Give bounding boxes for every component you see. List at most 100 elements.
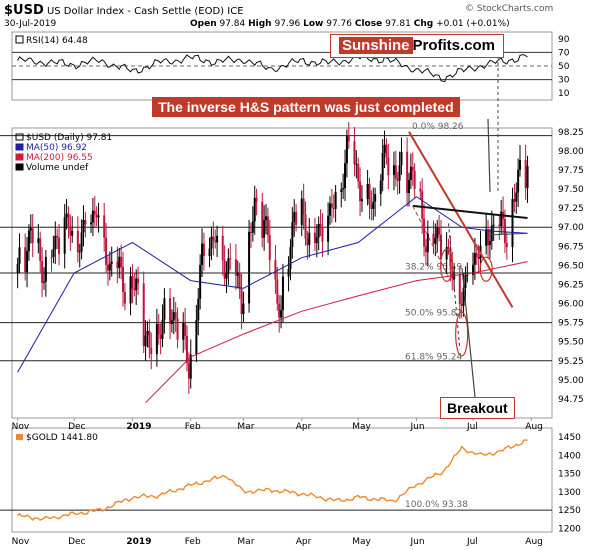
price-y-tick-label: 95.75 (558, 319, 584, 329)
candle-body (411, 166, 414, 171)
candle-body (201, 243, 204, 265)
candle-body (477, 256, 480, 259)
candle-body (182, 323, 185, 340)
fib-level-label: 38.2% 96.49 (405, 262, 462, 272)
price-legend-swatch (15, 153, 24, 161)
gold-line (17, 439, 528, 522)
price-x-tick-label: Feb (185, 422, 201, 432)
candle-body (268, 235, 271, 261)
price-y-tick-label: 98.25 (558, 128, 584, 138)
chart-header-title: $USD US Dollar Index - Cash Settle (EOD)… (4, 3, 244, 18)
price-legend-swatch (15, 133, 24, 141)
candle-body (372, 201, 375, 209)
candle-body (304, 214, 307, 239)
candle-body (161, 319, 164, 340)
price-y-tick-label: 95.50 (558, 338, 584, 348)
candle-body (170, 320, 173, 324)
candle-body (189, 354, 192, 379)
candle-body (383, 144, 386, 154)
candle-body (26, 251, 29, 273)
logo-part-1: Sunshine (338, 37, 413, 54)
candle-body (500, 211, 503, 227)
candle-body (426, 233, 429, 253)
candle-body (253, 197, 256, 222)
candle-body (29, 228, 32, 231)
candle-body (44, 256, 47, 282)
candle-body (319, 223, 322, 227)
pattern-pointer-line (487, 118, 491, 193)
candle-body (328, 203, 331, 216)
gold-x-tick-label: Mar (237, 537, 254, 547)
ma200-line (145, 261, 528, 404)
candle-body (82, 219, 85, 233)
gold-fib-label: 100.0% 93.38 (405, 500, 468, 510)
candle-body (488, 241, 491, 246)
candle-body (295, 211, 298, 226)
price-y-tick-label: 94.75 (558, 395, 584, 405)
price-y-tick-label: 97.00 (558, 223, 584, 233)
price-legend-swatch (15, 143, 24, 151)
gold-panel-frame (11, 427, 553, 533)
close-label: Close (354, 19, 383, 29)
candle-body (432, 233, 435, 244)
candle-body (216, 235, 219, 243)
candle-body (195, 320, 198, 355)
candle-body (359, 181, 362, 202)
candle-body (210, 236, 213, 249)
candle-body (31, 228, 34, 244)
candle-body (330, 203, 333, 208)
candle-body (327, 215, 330, 242)
candle-body (387, 157, 390, 176)
candle-body (116, 261, 119, 268)
candle-body (353, 141, 356, 164)
candle-body (129, 276, 132, 304)
ma50-extension (489, 232, 528, 236)
candle-body (234, 259, 237, 276)
rsi-y-tick-label: 10 (558, 89, 570, 99)
price-y-tick-label: 95.00 (558, 376, 584, 386)
shoulder-dashed-line (412, 205, 449, 278)
close-value: 97.81 (385, 19, 411, 29)
candle-body (293, 211, 296, 223)
candle-body (144, 335, 147, 347)
candle-body (492, 224, 495, 226)
open-value: 97.84 (219, 19, 246, 29)
price-y-tick-label: 97.75 (558, 166, 584, 176)
candle-body (71, 230, 74, 236)
declining-trendline (408, 131, 514, 308)
quote-date: 30-Jul-2019 (4, 19, 57, 29)
candle-body (315, 237, 318, 244)
candle-body (473, 253, 476, 265)
candle-body (184, 323, 187, 336)
price-y-tick-label: 96.25 (558, 280, 584, 290)
breakout-pointer-line (461, 267, 476, 398)
gold-y-tick-label: 1350 (558, 470, 581, 480)
candle-body (498, 224, 501, 227)
breakout-annotation: Breakout (440, 397, 515, 419)
high-value: 97.96 (274, 19, 301, 29)
price-x-tick-label: 2019 (126, 422, 151, 432)
price-legend-swatch (15, 163, 24, 171)
rsi-legend-label: RSI(14) 64.48 (26, 36, 88, 46)
candle-body (137, 278, 140, 284)
candle-body (392, 165, 395, 176)
rsi-y-tick-label: 30 (558, 76, 570, 86)
gold-legend-swatch (16, 434, 23, 440)
sunshine-profits-logo: Sunshine Profits.com (330, 34, 504, 58)
candle-body (360, 199, 363, 202)
candle-body (317, 223, 320, 238)
gold-y-tick-label: 1250 (558, 506, 581, 516)
candle-body (464, 274, 467, 288)
candle-body (421, 191, 424, 219)
candle-body (396, 178, 399, 181)
candle-body (174, 312, 177, 319)
rsi-y-tick-label: 50 (558, 62, 570, 72)
candle-body (332, 207, 335, 209)
gold-x-tick-label: Feb (185, 537, 201, 547)
candle-body (157, 323, 160, 335)
candle-body (18, 247, 21, 264)
candle-body (155, 323, 158, 355)
candle-body (490, 225, 493, 242)
candle-body (135, 278, 138, 291)
